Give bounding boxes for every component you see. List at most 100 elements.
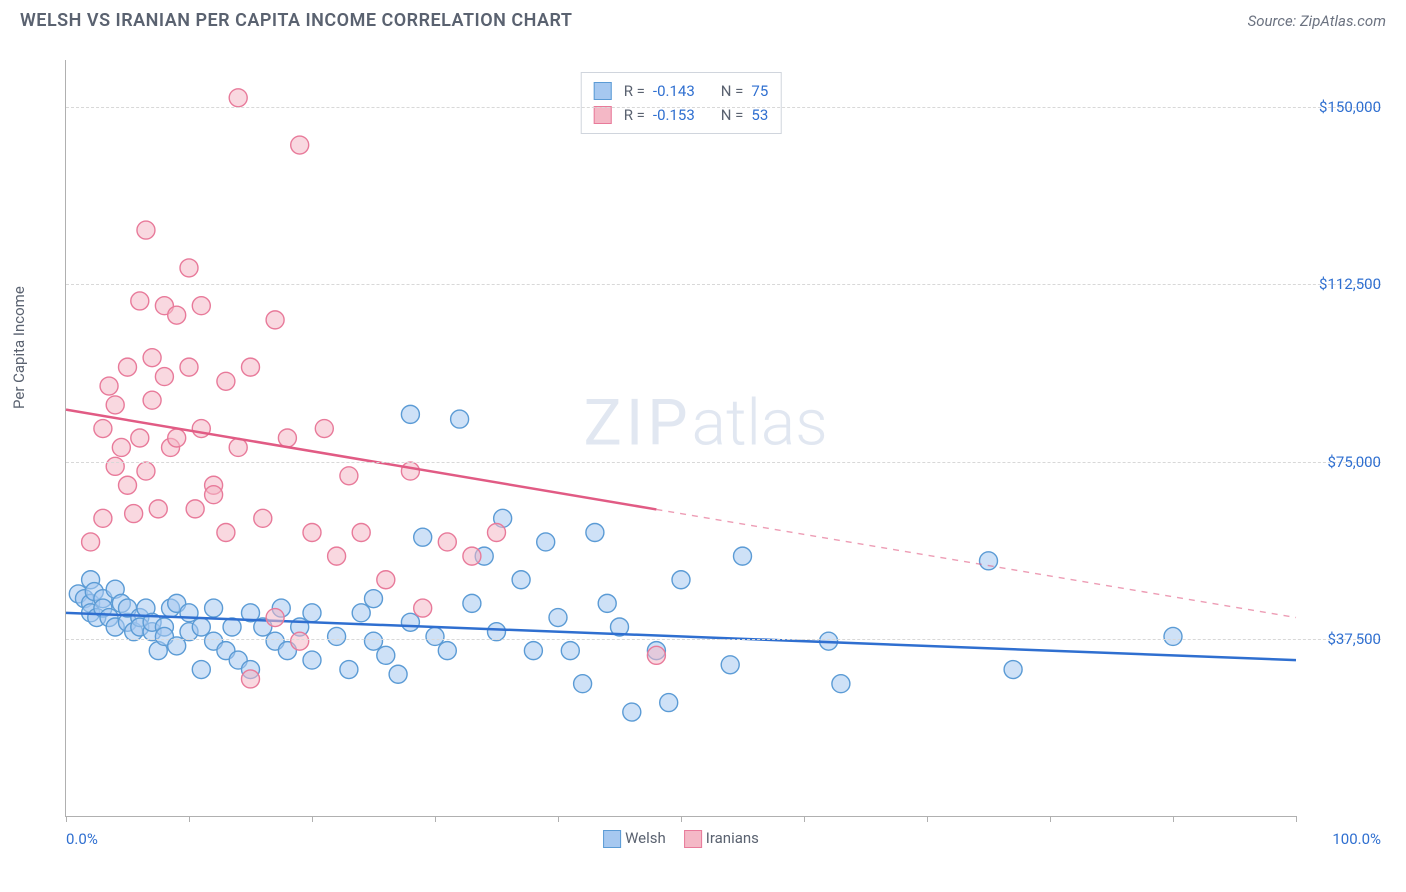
data-point <box>377 571 395 589</box>
x-tick <box>435 816 436 822</box>
data-point <box>155 368 173 386</box>
data-point <box>303 604 321 622</box>
data-point <box>143 349 161 367</box>
data-point <box>217 372 235 390</box>
data-point <box>365 590 383 608</box>
legend-item: Iranians <box>684 829 759 848</box>
data-point <box>1164 627 1182 645</box>
data-point <box>328 547 346 565</box>
data-point <box>524 642 542 660</box>
data-point <box>340 467 358 485</box>
data-point <box>119 358 137 376</box>
data-point <box>149 500 167 518</box>
plot-svg <box>66 60 1296 816</box>
x-axis-min-label: 0.0% <box>66 830 98 848</box>
data-point <box>451 410 469 428</box>
data-point <box>168 306 186 324</box>
chart-container: Per Capita Income ZIPatlas R = -0.143N =… <box>20 45 1386 872</box>
data-point <box>112 438 130 456</box>
chart-title: WELSH VS IRANIAN PER CAPITA INCOME CORRE… <box>20 10 572 31</box>
data-point <box>586 524 604 542</box>
data-point <box>229 438 247 456</box>
data-point <box>266 311 284 329</box>
legend-label: Iranians <box>706 829 759 847</box>
data-point <box>254 509 272 527</box>
data-point <box>672 571 690 589</box>
data-point <box>438 642 456 660</box>
y-tick-label: $37,500 <box>1301 630 1381 648</box>
data-point <box>426 627 444 645</box>
data-point <box>352 604 370 622</box>
data-point <box>488 524 506 542</box>
data-point <box>1004 661 1022 679</box>
data-point <box>137 462 155 480</box>
data-point <box>125 505 143 523</box>
gridline <box>66 284 1381 285</box>
data-point <box>303 524 321 542</box>
y-tick-label: $150,000 <box>1301 98 1381 116</box>
data-point <box>598 594 616 612</box>
data-point <box>143 391 161 409</box>
x-tick <box>312 816 313 822</box>
data-point <box>401 462 419 480</box>
y-tick-label: $75,000 <box>1301 453 1381 471</box>
data-point <box>414 599 432 617</box>
x-tick <box>681 816 682 822</box>
data-point <box>82 533 100 551</box>
legend-swatch <box>684 830 702 848</box>
data-point <box>647 646 665 664</box>
data-point <box>549 609 567 627</box>
x-axis-max-label: 100.0% <box>1332 830 1381 848</box>
data-point <box>340 661 358 679</box>
data-point <box>94 420 112 438</box>
source-label: Source: ZipAtlas.com <box>1248 12 1386 30</box>
data-point <box>561 642 579 660</box>
y-axis-label: Per Capita Income <box>10 286 28 409</box>
data-point <box>389 665 407 683</box>
data-point <box>463 594 481 612</box>
data-point <box>660 694 678 712</box>
data-point <box>377 646 395 664</box>
data-point <box>229 89 247 107</box>
data-point <box>100 377 118 395</box>
data-point <box>266 609 284 627</box>
data-point <box>401 405 419 423</box>
data-point <box>401 613 419 631</box>
data-point <box>291 632 309 650</box>
trend-line <box>66 613 1296 660</box>
y-tick-label: $112,500 <box>1301 275 1381 293</box>
gridline <box>66 462 1381 463</box>
data-point <box>328 627 346 645</box>
x-tick <box>189 816 190 822</box>
data-point <box>131 429 149 447</box>
legend-label: Welsh <box>625 829 666 847</box>
x-tick <box>66 816 67 822</box>
data-point <box>438 533 456 551</box>
gridline <box>66 107 1381 108</box>
trend-line <box>66 410 656 510</box>
data-point <box>180 604 198 622</box>
data-point <box>106 457 124 475</box>
data-point <box>180 358 198 376</box>
data-point <box>180 259 198 277</box>
data-point <box>119 476 137 494</box>
data-point <box>192 661 210 679</box>
data-point <box>365 632 383 650</box>
data-point <box>192 297 210 315</box>
x-tick <box>1296 816 1297 822</box>
data-point <box>192 618 210 636</box>
data-point <box>242 358 260 376</box>
bottom-legend: Welsh Iranians <box>603 829 759 848</box>
x-tick <box>804 816 805 822</box>
data-point <box>217 524 235 542</box>
data-point <box>574 675 592 693</box>
data-point <box>223 618 241 636</box>
data-point <box>186 500 204 518</box>
data-point <box>303 651 321 669</box>
data-point <box>168 429 186 447</box>
data-point <box>832 675 850 693</box>
x-tick <box>927 816 928 822</box>
data-point <box>94 509 112 527</box>
legend-swatch <box>603 830 621 848</box>
data-point <box>137 221 155 239</box>
